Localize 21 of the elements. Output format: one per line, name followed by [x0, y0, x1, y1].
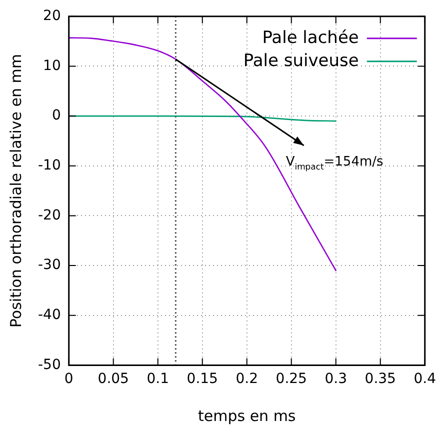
- y-axis-title: Position orthoradiale relative en mm: [6, 54, 25, 328]
- x-tick-label: 0.35: [364, 371, 396, 388]
- y-tick-label: -20: [38, 207, 61, 224]
- y-tick-label: 0: [52, 108, 61, 124]
- y-tick-label: 20: [43, 8, 61, 24]
- y-tick-label: 10: [43, 58, 61, 74]
- y-tick-label: -40: [38, 307, 61, 324]
- x-tick-label: 0.25: [276, 371, 307, 388]
- x-tick-label: 0.05: [98, 371, 129, 388]
- y-tick-label: -10: [38, 158, 61, 174]
- x-tick-label: 0.3: [324, 371, 347, 388]
- x-tick-label: 0: [64, 371, 74, 388]
- x-tick-label: 0.1: [146, 371, 169, 388]
- legend-label: Pale lachée: [262, 28, 359, 48]
- x-tick-label: 0.4: [414, 371, 436, 388]
- x-axis-title: temps en ms: [198, 406, 296, 425]
- legend-label: Pale suiveuse: [243, 50, 359, 71]
- x-tick-label: 0.2: [236, 371, 258, 388]
- y-tick-label: -30: [38, 257, 61, 274]
- x-tick-label: 0.15: [186, 371, 218, 388]
- y-tick-label: -50: [38, 356, 61, 373]
